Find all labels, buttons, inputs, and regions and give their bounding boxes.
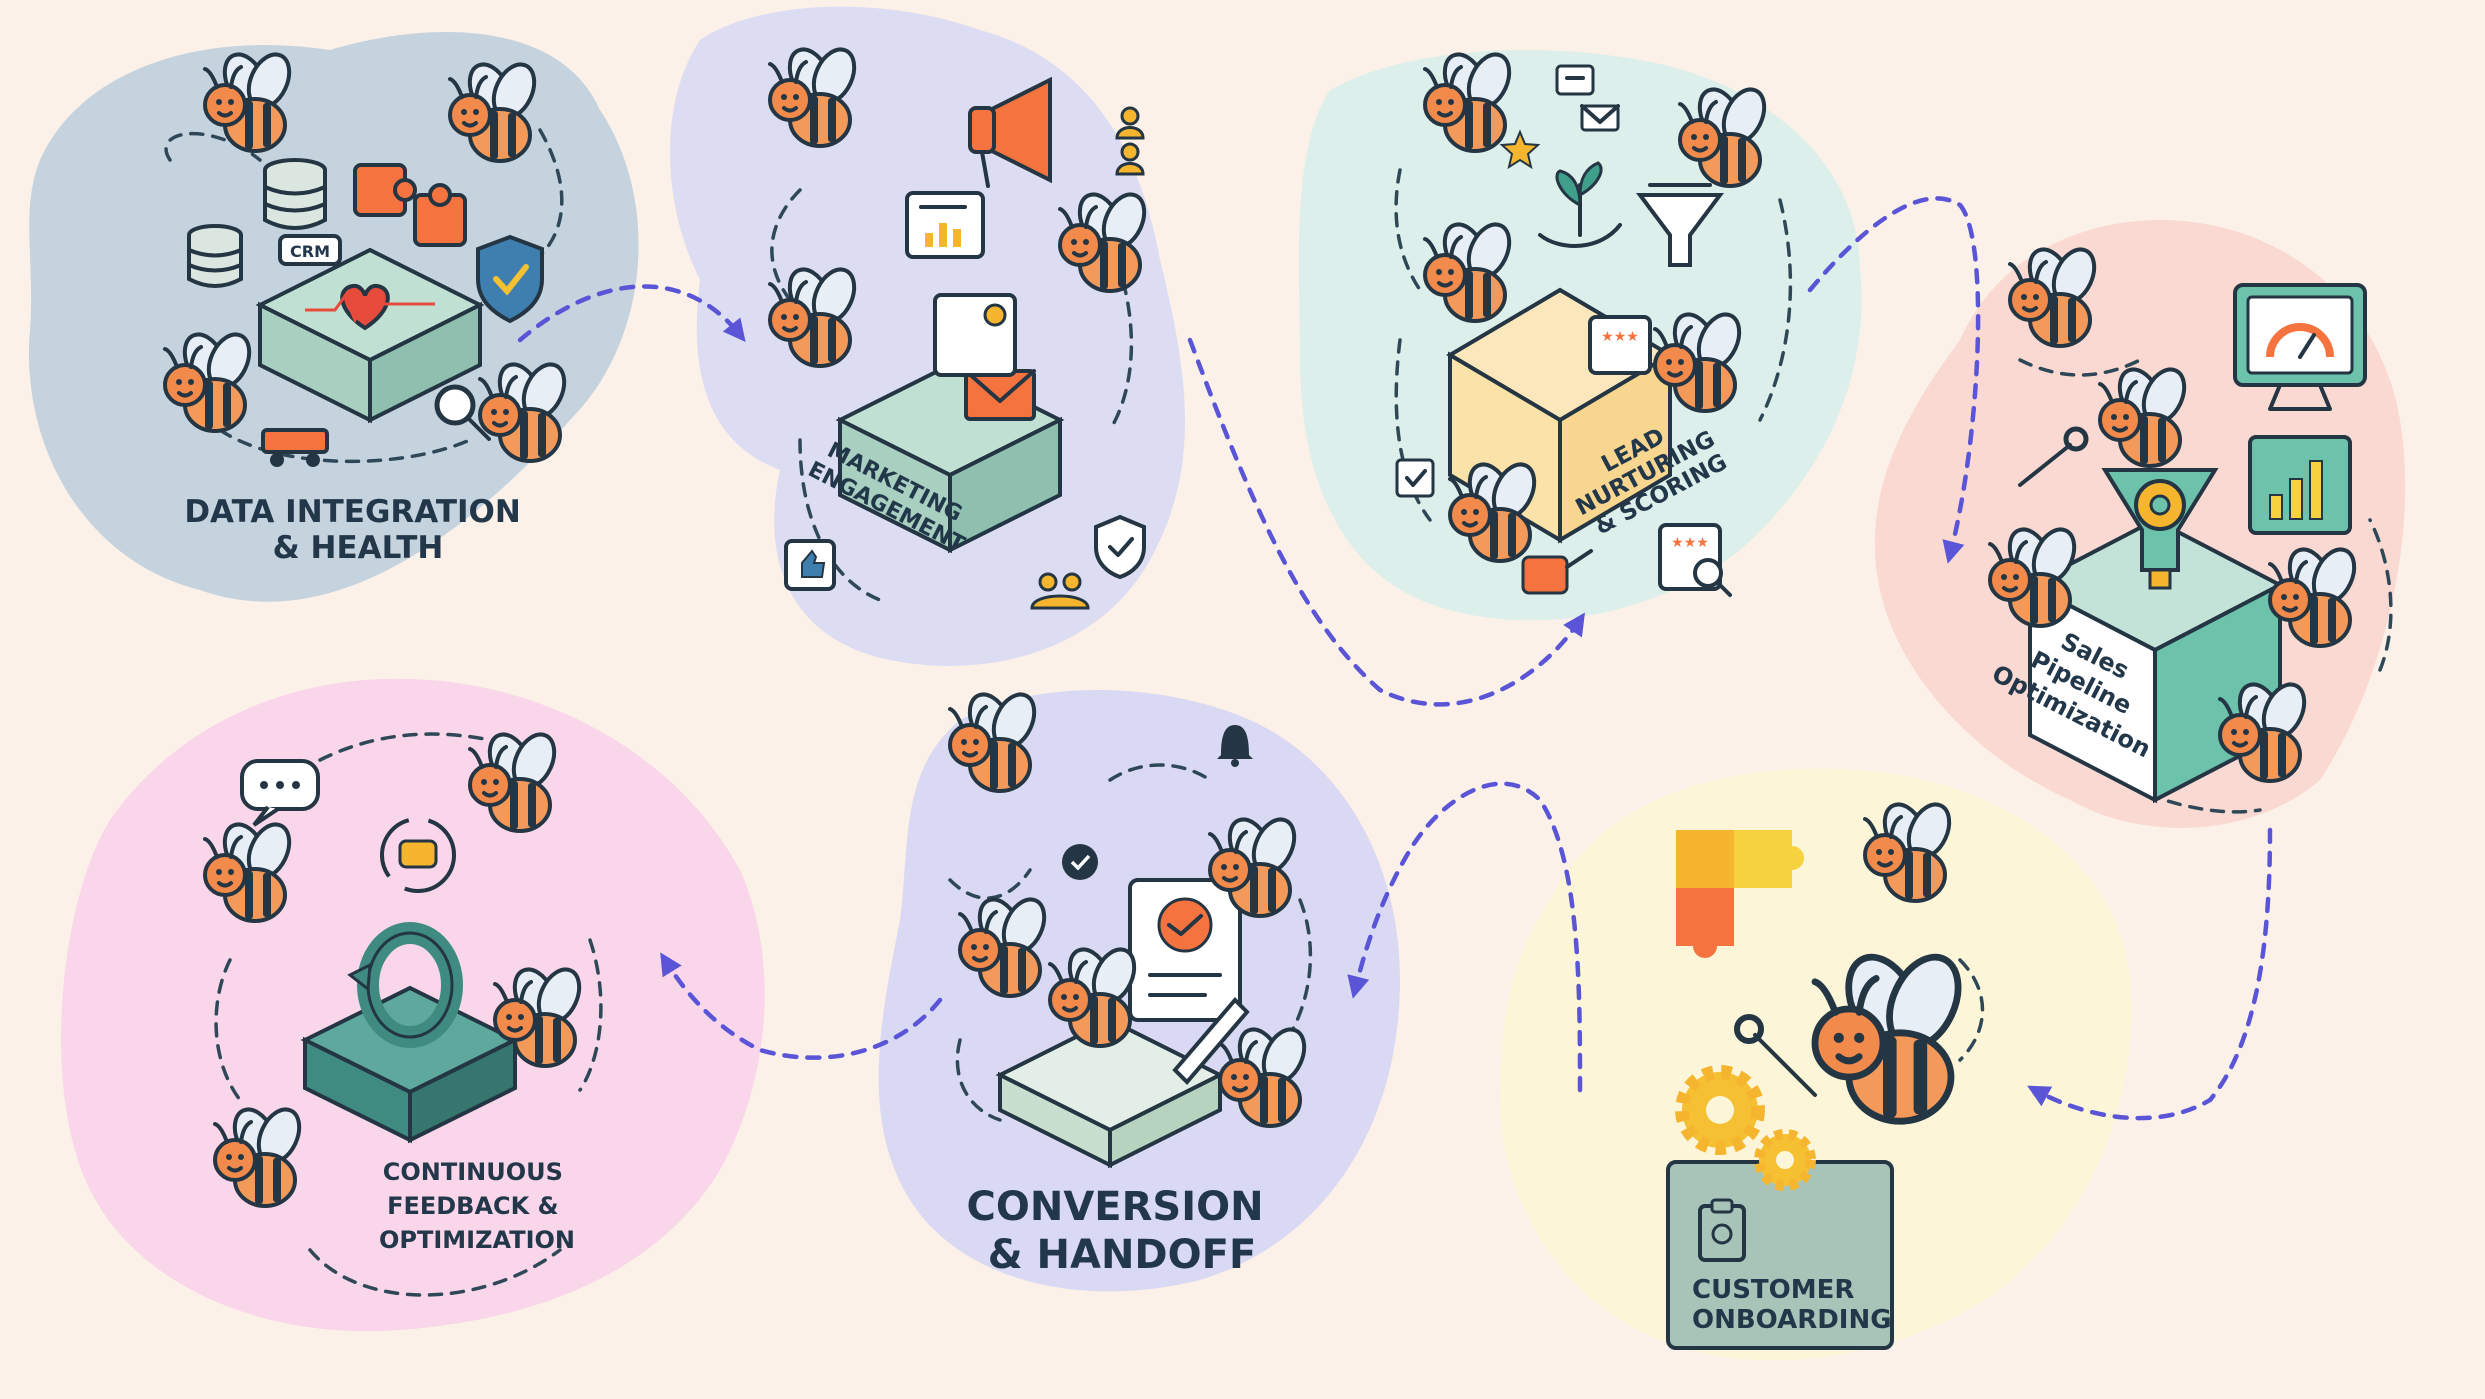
crm-tag: CRM: [278, 234, 342, 266]
wrench-icon: [2018, 426, 2089, 487]
envelope-icon: [964, 369, 1036, 421]
svg-text:CRM: CRM: [290, 242, 330, 261]
rating-magnifier-icon: ★★★: [1658, 523, 1732, 597]
gear-icon: [1675, 1065, 1765, 1155]
pen-icon: [1172, 997, 1250, 1085]
arrow-data-to-marketing: [517, 284, 746, 343]
database-icon: [187, 224, 243, 288]
handshake-document-icon: [1128, 878, 1242, 1022]
document-card-icon: [933, 293, 1017, 377]
clipboard-gear-icon: [1698, 1198, 1746, 1262]
shield-check-icon: [1094, 514, 1146, 580]
check-box-icon: [1395, 458, 1435, 498]
arrow-lead-to-sales: [1807, 196, 1981, 564]
stage-sales: Sales Pipeline Optimization: [1988, 241, 2393, 814]
bell-icon: [1217, 725, 1253, 767]
puzzle-icon: [1676, 830, 1804, 958]
envelope-icon: [1580, 104, 1620, 132]
monitor-gauge-icon: [2233, 283, 2367, 411]
plant-hand-icon: [1538, 161, 1622, 248]
chart-card-icon: [905, 191, 985, 259]
arrow-marketing-to-lead: [1187, 337, 1585, 707]
arrow-sales-to-onboarding: [2027, 827, 2273, 1121]
stage6-dashed-loop: [948, 763, 1313, 1122]
stage-label-conversion: CONVERSION & HANDOFF: [966, 1184, 1277, 1278]
heart-icon: [305, 283, 435, 331]
wrench-icon: [1734, 1014, 1817, 1097]
chat-refresh-icon: [380, 817, 456, 893]
magnifier-icon: [434, 384, 491, 441]
shield-check-icon: [476, 234, 544, 324]
users-icon: [1030, 572, 1090, 610]
lead-cube: [1446, 287, 1674, 544]
bar-chart-icon: [2248, 435, 2352, 535]
cycle-icon: [347, 922, 463, 1048]
stage7-dashed-loop: [214, 732, 603, 1297]
users-icon: [1115, 106, 1145, 176]
blob-onboarding: [1500, 768, 2132, 1361]
cart-puzzle-icon: [261, 428, 329, 467]
conversion-platform: [995, 1017, 1225, 1169]
svg-text:★★★: ★★★: [1601, 329, 1639, 345]
watering-can-icon: [1521, 549, 1593, 595]
gear-icon: [1754, 1129, 1816, 1191]
stage-marketing: MARKETING ENGAGEMENT: [768, 41, 1155, 610]
svg-text:★★★: ★★★: [1671, 535, 1709, 551]
chat-bubble-icon: [1555, 64, 1595, 96]
arrow-onboarding-to-conversion: [1347, 781, 1583, 1093]
stage-label-onboarding: CUSTOMER ONBOARDING: [1692, 1275, 1892, 1335]
arrow-conversion-to-feedback: [660, 952, 943, 1060]
flow-arrows: [517, 196, 2273, 1121]
star-icon: [1499, 129, 1541, 170]
stage5-dashed-trail: [1958, 958, 1985, 1062]
stage-lead: LEAD NURTURING & SCORING ★★★: [1394, 46, 1793, 597]
stage-label-feedback: CONTINUOUS FEEDBACK & OPTIMIZATION: [379, 1158, 575, 1254]
thumbs-up-icon: [784, 539, 836, 591]
database-icon: [263, 158, 327, 230]
stage-conversion: CONVERSION & HANDOFF: [948, 686, 1315, 1278]
gear-funnel-icon: [2101, 468, 2219, 590]
stage3-dashed-loop: [1394, 168, 1793, 522]
stage-onboarding: CUSTOMER ONBOARDING: [1666, 796, 1985, 1350]
check-circle-icon: [1062, 844, 1098, 880]
chat-bubble-icon: [240, 759, 320, 827]
rating-card-icon: ★★★: [1588, 315, 1652, 375]
blob-marketing: [670, 6, 1185, 666]
megaphone-icon: [968, 76, 1052, 188]
stage-label-data-integration: DATA INTEGRATION & HEALTH: [184, 494, 531, 566]
stage-feedback: CONTINUOUS FEEDBACK & OPTIMIZATION: [203, 726, 603, 1297]
funnel-icon: [1636, 183, 1724, 267]
puzzle-icon: [353, 163, 467, 247]
stage-data-integration: CRM DATA INTEGRATION: [163, 46, 575, 566]
